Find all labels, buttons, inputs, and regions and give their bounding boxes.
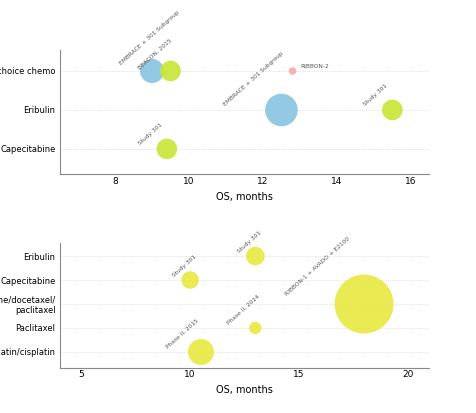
Text: Study 301: Study 301 <box>236 230 262 254</box>
Point <box>167 68 174 74</box>
Point <box>186 277 194 283</box>
Text: EMBRACE + 301 Subgroup: EMBRACE + 301 Subgroup <box>222 50 284 107</box>
X-axis label: OS, months: OS, months <box>216 192 272 202</box>
Point <box>163 146 170 152</box>
Point <box>359 301 367 307</box>
Point <box>288 68 296 74</box>
Point <box>251 325 258 331</box>
Text: Phase II, 2014: Phase II, 2014 <box>226 294 260 325</box>
Point <box>387 107 395 113</box>
Point <box>277 107 285 113</box>
Text: BEACON, 2015: BEACON, 2015 <box>137 38 173 71</box>
Text: RIBBON-2: RIBBON-2 <box>299 64 328 69</box>
X-axis label: OS, months: OS, months <box>216 385 272 395</box>
Point <box>148 68 156 74</box>
Text: RIBBON-1 + AVADO + E2100: RIBBON-1 + AVADO + E2100 <box>284 236 350 297</box>
Text: Study 301: Study 301 <box>362 83 388 107</box>
Point <box>197 349 204 355</box>
Text: Study 301: Study 301 <box>137 122 163 146</box>
Text: Study 301: Study 301 <box>171 254 197 278</box>
Text: Phase II, 2015: Phase II, 2015 <box>165 318 199 349</box>
Point <box>251 253 258 259</box>
Text: EMBRACE + 301 Subgroup: EMBRACE + 301 Subgroup <box>119 10 180 66</box>
